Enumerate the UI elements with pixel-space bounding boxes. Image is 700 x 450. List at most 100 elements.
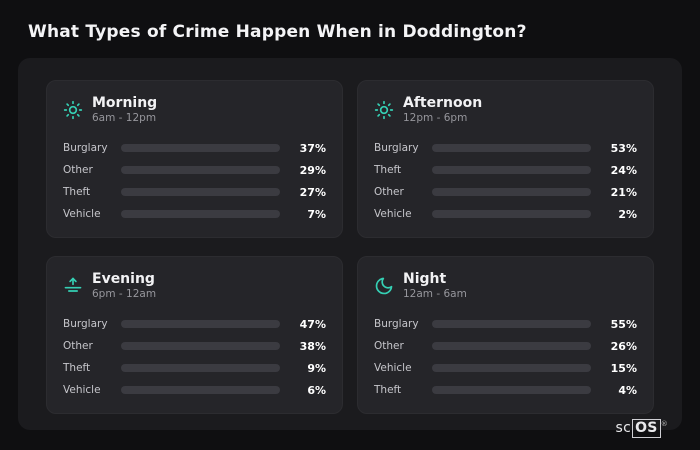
bar-track [432, 144, 591, 153]
crime-row: Vehicle 2% [374, 203, 637, 225]
bar-track [121, 342, 280, 351]
card-header: Night 12am - 6am [374, 271, 637, 300]
crime-row: Theft 27% [63, 181, 326, 203]
crime-percent: 55% [610, 317, 637, 331]
bar-track [121, 188, 280, 197]
card-morning: Morning 6am - 12pm Burglary 37% Other 29… [46, 80, 343, 239]
crime-label: Theft [374, 164, 402, 177]
crime-label: Burglary [374, 318, 419, 331]
sunset-icon [63, 276, 83, 296]
crime-percent: 47% [299, 317, 326, 331]
bar-rows: Burglary 55% Other 26% Vehicle 15% [374, 313, 637, 401]
cards-grid: Morning 6am - 12pm Burglary 37% Other 29… [46, 80, 654, 415]
crime-percent: 38% [299, 339, 326, 353]
card-title-block: Afternoon 12pm - 6pm [403, 95, 482, 124]
card-title: Night [403, 271, 447, 288]
crime-row: Vehicle 6% [63, 379, 326, 401]
crime-label: Vehicle [374, 362, 412, 375]
crime-percent: 7% [307, 207, 326, 221]
brand-logo: sc OS ® [615, 419, 669, 438]
crime-percent: 9% [307, 361, 326, 375]
crime-row: Burglary 55% [374, 313, 637, 335]
crime-label: Burglary [63, 318, 108, 331]
crime-row: Theft 24% [374, 159, 637, 181]
page-title: What Types of Crime Happen When in Doddi… [28, 22, 527, 42]
card-title: Evening [92, 271, 155, 288]
crime-percent: 37% [299, 141, 326, 155]
brand-sc: sc [615, 420, 632, 436]
crime-row: Vehicle 7% [63, 203, 326, 225]
sun-icon [63, 100, 83, 120]
card-title-block: Morning 6am - 12pm [92, 95, 157, 124]
crime-percent: 4% [618, 383, 637, 397]
bar-track [121, 320, 280, 329]
card-subtitle: 12am - 6am [403, 288, 467, 301]
bar-track [432, 364, 591, 373]
bar-track [121, 386, 280, 395]
bar-track [432, 342, 591, 351]
crime-percent: 6% [307, 383, 326, 397]
crime-label: Burglary [374, 142, 419, 155]
card-afternoon: Afternoon 12pm - 6pm Burglary 53% Theft … [357, 80, 654, 239]
bar-track [432, 386, 591, 395]
crime-row: Other 21% [374, 181, 637, 203]
crime-label: Vehicle [374, 208, 412, 221]
bar-rows: Burglary 47% Other 38% Theft 9% [63, 313, 326, 401]
card-title-block: Evening 6pm - 12am [92, 271, 156, 300]
crime-label: Other [63, 164, 93, 177]
card-header: Morning 6am - 12pm [63, 95, 326, 124]
crime-row: Theft 9% [63, 357, 326, 379]
crime-label: Theft [374, 384, 402, 397]
crime-row: Other 26% [374, 335, 637, 357]
crime-percent: 29% [299, 163, 326, 177]
crime-row: Burglary 37% [63, 137, 326, 159]
bar-track [121, 166, 280, 175]
card-title: Afternoon [403, 95, 483, 111]
crime-percent: 27% [299, 185, 326, 199]
card-evening: Evening 6pm - 12am Burglary 47% Other 38… [46, 256, 343, 415]
crime-percent: 2% [618, 207, 637, 221]
crime-label: Vehicle [63, 208, 101, 221]
crime-label: Theft [63, 362, 91, 375]
bar-track [432, 166, 591, 175]
brand-os: OS [632, 419, 661, 438]
crime-row: Other 38% [63, 335, 326, 357]
crime-row: Burglary 47% [63, 313, 326, 335]
bar-track [432, 188, 591, 197]
card-night: Night 12am - 6am Burglary 55% Other 26% [357, 256, 654, 415]
crime-row: Vehicle 15% [374, 357, 637, 379]
crime-label: Burglary [63, 142, 108, 155]
crime-percent: 53% [610, 141, 637, 155]
bar-track [432, 210, 591, 219]
card-header: Evening 6pm - 12am [63, 271, 326, 300]
crime-label: Other [63, 340, 93, 353]
sun-icon [374, 100, 394, 120]
crime-label: Other [374, 340, 404, 353]
crime-percent: 15% [610, 361, 637, 375]
crime-label: Other [374, 186, 404, 199]
crime-percent: 21% [610, 185, 637, 199]
crime-row: Other 29% [63, 159, 326, 181]
card-subtitle: 12pm - 6pm [403, 112, 468, 125]
crime-row: Burglary 53% [374, 137, 637, 159]
crime-percent: 26% [610, 339, 637, 353]
bar-rows: Burglary 37% Other 29% Theft 27% [63, 137, 326, 225]
card-title-block: Night 12am - 6am [403, 271, 467, 300]
bar-track [121, 210, 280, 219]
crime-label: Theft [63, 186, 91, 199]
crime-percent: 24% [610, 163, 637, 177]
moon-icon [374, 276, 394, 296]
card-title: Morning [92, 95, 158, 111]
crime-row: Theft 4% [374, 379, 637, 401]
bar-rows: Burglary 53% Theft 24% Other 21% [374, 137, 637, 225]
bar-track [432, 320, 591, 329]
registered-mark: ® [660, 420, 668, 428]
charts-panel: Morning 6am - 12pm Burglary 37% Other 29… [18, 58, 682, 430]
bar-track [121, 144, 280, 153]
crime-label: Vehicle [63, 384, 101, 397]
card-subtitle: 6pm - 12am [92, 288, 157, 301]
card-header: Afternoon 12pm - 6pm [374, 95, 637, 124]
bar-track [121, 364, 280, 373]
card-subtitle: 6am - 12pm [92, 112, 157, 125]
